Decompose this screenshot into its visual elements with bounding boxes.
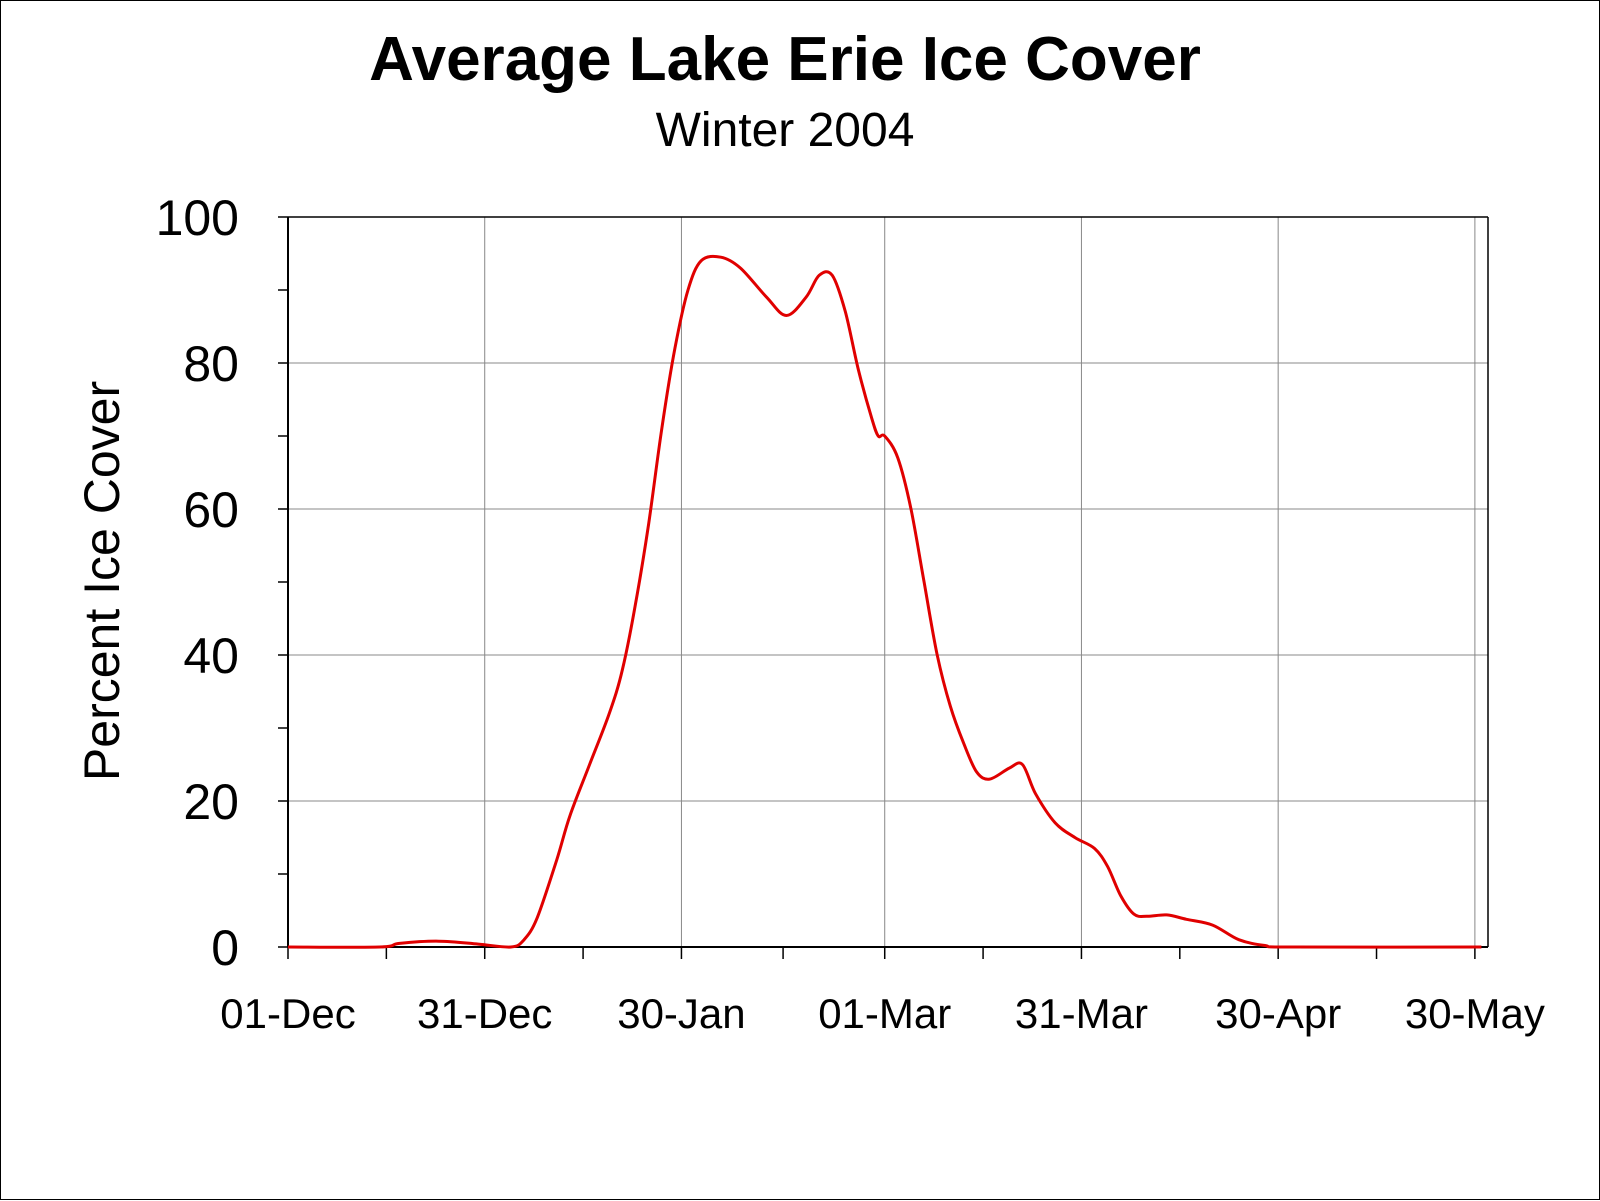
x-tick-label: 30-Jan: [617, 990, 745, 1037]
y-axis-label: Percent Ice Cover: [74, 381, 130, 781]
x-tick-label: 01-Mar: [818, 990, 951, 1037]
y-tick-label: 60: [183, 482, 239, 538]
x-tick-label: 30-May: [1405, 990, 1545, 1037]
gridlines: [288, 217, 1488, 947]
y-tick-labels: 0 20 40 60 80 100: [156, 190, 239, 976]
y-tick-label: 100: [156, 190, 239, 246]
y-tick-label: 20: [183, 774, 239, 830]
chart-subtitle: Winter 2004: [656, 104, 915, 157]
x-tick-label: 31-Mar: [1015, 990, 1148, 1037]
series-line-0: [287, 254, 1482, 949]
x-tick-label: 01-Dec: [220, 990, 355, 1037]
x-tick-label: 30-Apr: [1215, 990, 1341, 1037]
x-tick-label: 31-Dec: [417, 990, 552, 1037]
y-tick-label: 40: [183, 628, 239, 684]
x-tick-labels: 01-Dec 31-Dec 30-Jan 01-Mar 31-Mar 30-Apr 30-M…: [220, 990, 1545, 1037]
y-tick-label: 0: [211, 920, 239, 976]
y-tick-label: 80: [183, 336, 239, 392]
axes: [278, 216, 1489, 959]
chart-title: Average Lake Erie Ice Cover: [369, 25, 1201, 94]
series-group: [287, 254, 1482, 949]
